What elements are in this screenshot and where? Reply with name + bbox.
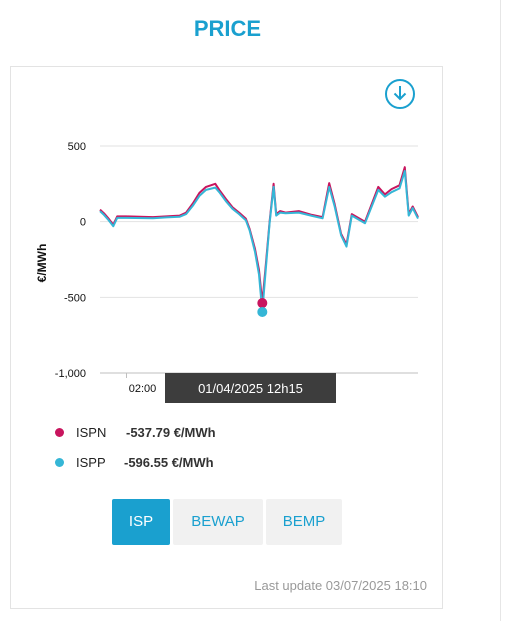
legend-name: ISPP — [76, 455, 106, 470]
legend-value: -596.55 €/MWh — [124, 455, 214, 470]
last-update-text: Last update 03/07/2025 18:10 — [254, 578, 427, 593]
right-divider — [500, 0, 501, 621]
tab-bemp[interactable]: BEMP — [266, 499, 342, 545]
tab-isp[interactable]: ISP — [112, 499, 170, 545]
download-icon[interactable] — [384, 78, 416, 110]
x-tick-label: 02:00 — [129, 383, 157, 395]
tooltip-box — [165, 373, 336, 403]
tab-bewap[interactable]: BEWAP — [173, 499, 263, 545]
page-title: PRICE — [193, 16, 262, 41]
legend-name: ISPN — [76, 425, 107, 440]
y-tick-label: -500 — [64, 292, 86, 304]
price-chart[interactable]: 500 0 -500 -1,000 02:00 01/04/2025 12h15 — [0, 120, 455, 410]
legend-value: -537.79 €/MWh — [126, 425, 216, 440]
legend-item-ispp: ISPP -596.55 €/MWh — [55, 452, 355, 474]
y-tick-label: -1,000 — [55, 368, 86, 380]
series-line-ispp — [99, 170, 419, 313]
tooltip-label: 01/04/2025 12h15 — [198, 381, 303, 396]
highlight-point-ispn — [257, 298, 268, 309]
ispp-marker — [55, 458, 64, 467]
highlight-point-ispp — [257, 306, 268, 317]
ispn-marker — [55, 428, 64, 437]
y-tick-label: 500 — [68, 141, 86, 153]
legend-item-ispn: ISPN -537.79 €/MWh — [55, 422, 355, 444]
y-tick-label: 0 — [80, 217, 86, 229]
